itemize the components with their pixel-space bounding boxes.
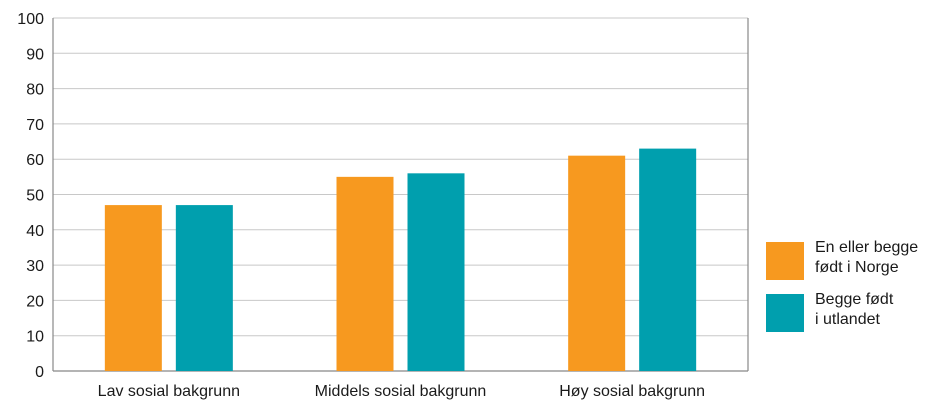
bars — [104, 148, 697, 371]
y-tick-label: 90 — [26, 46, 44, 63]
x-axis-categories: Lav sosial bakgrunn Middels sosial bakgru… — [98, 383, 705, 400]
bar-series-2-cat-3 — [639, 148, 697, 371]
y-tick-label: 20 — [26, 293, 44, 310]
y-tick-label: 80 — [26, 82, 44, 99]
gridlines — [53, 17, 748, 337]
legend-item-series-2: Begge født i utlandet — [766, 290, 934, 332]
x-category-label: Høy sosial bakgrunn — [559, 383, 705, 400]
x-category-label: Middels sosial bakgrunn — [315, 383, 487, 400]
y-tick-label: 70 — [26, 117, 44, 134]
bar-series-1-cat-1 — [104, 205, 162, 371]
y-tick-label: 50 — [26, 188, 44, 205]
bar-series-2-cat-1 — [175, 205, 233, 371]
bar-series-1-cat-2 — [336, 176, 394, 371]
y-tick-label: 100 — [17, 11, 44, 28]
y-tick-label: 60 — [26, 152, 44, 169]
legend-swatch-series-2 — [766, 294, 804, 332]
x-category-label: Lav sosial bakgrunn — [98, 383, 240, 400]
y-axis-ticks: 0 10 20 30 40 50 60 70 80 90 100 — [17, 11, 44, 381]
y-tick-label: 0 — [35, 364, 44, 381]
legend-swatch-series-1 — [766, 242, 804, 280]
bar-series-1-cat-3 — [568, 155, 626, 371]
bar-series-2-cat-2 — [407, 173, 465, 371]
y-tick-label: 30 — [26, 258, 44, 275]
y-tick-label: 10 — [26, 329, 44, 346]
legend-label-series-2: Begge født i utlandet — [815, 291, 894, 328]
legend-label-series-1: En eller begge født i Norge — [815, 239, 919, 276]
axes — [52, 18, 749, 372]
y-tick-label: 40 — [26, 223, 44, 240]
legend: En eller begge født i Norge Begge født i… — [766, 238, 934, 342]
legend-item-series-1: En eller begge født i Norge — [766, 238, 934, 280]
